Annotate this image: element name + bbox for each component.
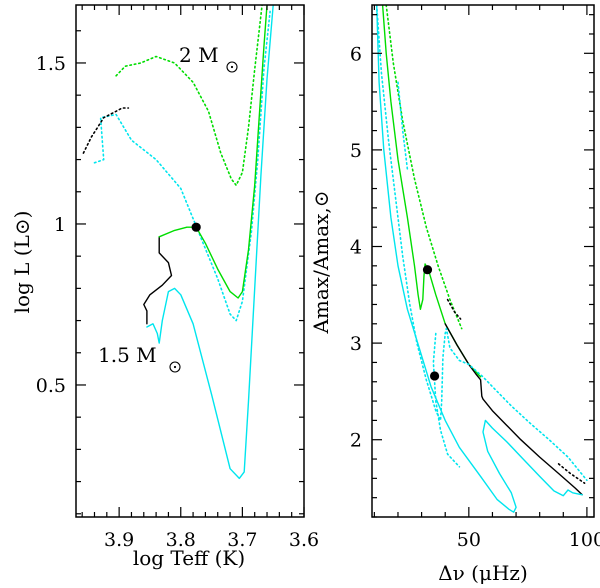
amp-xtick-label: 100 xyxy=(569,529,600,551)
hr-series-line-4 xyxy=(158,5,268,299)
hr-series-group xyxy=(82,5,274,480)
hr-xtick-label: 3.6 xyxy=(289,529,319,551)
amp-xtick-label: 50 xyxy=(457,529,481,551)
annotation-mass-1-5: 1.5 M xyxy=(98,343,157,367)
amp-series-line-4 xyxy=(557,463,586,484)
amp-series-group xyxy=(375,5,588,513)
hr-xtick-label: 3.9 xyxy=(104,529,134,551)
hr-series-line-1 xyxy=(82,107,130,154)
hr-annotations: 2 M 1.5 M xyxy=(98,43,238,373)
hr-star-marker xyxy=(191,222,201,232)
amp-ytick-label: 4 xyxy=(350,237,362,259)
hr-xlabel: log Teff (K) xyxy=(133,546,245,570)
hr-ytick-label: 1 xyxy=(54,214,66,236)
amp-dot-marker-upper xyxy=(422,265,433,275)
amp-plot-frame xyxy=(371,4,595,518)
amp-series-line-0 xyxy=(381,5,482,378)
amp-series-line-5 xyxy=(376,5,583,513)
hr-series-line-2 xyxy=(115,5,263,187)
hr-ylabel: log L (L⊙) xyxy=(10,211,34,314)
hr-xtick-label: 3.8 xyxy=(166,529,196,551)
amp-ticks-group: 50 100 2 3 4 5 6 xyxy=(350,5,600,551)
hr-diagram-panel: 3.9 3.8 3.7 3.6 0.5 1 1.5 log Teff (K) log L (… xyxy=(10,4,319,570)
hr-series-line-5 xyxy=(146,5,274,480)
amp-ytick-label: 6 xyxy=(350,43,362,65)
amp-xlabel: Δν (μHz) xyxy=(438,561,528,585)
amp-series-line-6 xyxy=(375,5,588,482)
amp-series-line-2 xyxy=(444,323,583,496)
amp-series-line-7 xyxy=(397,81,409,170)
hr-series-line-3 xyxy=(143,236,173,325)
amp-ylabel: Amax/Amax,⊙ xyxy=(309,190,333,334)
amp-ytick-label: 3 xyxy=(350,333,362,355)
hr-ytick-label: 0.5 xyxy=(36,375,66,397)
hr-plot-frame xyxy=(75,4,305,518)
amp-series-line-8 xyxy=(432,332,461,468)
annotation-mass-2: 2 M xyxy=(179,43,219,67)
sun-symbol-icon xyxy=(226,61,238,73)
hr-markers-group xyxy=(191,222,201,232)
amp-series-line-3 xyxy=(446,298,462,320)
amplitude-panel: 50 100 2 3 4 5 6 Δν (μHz) Amax/Amax,⊙ xyxy=(309,4,600,585)
amp-ytick-label: 5 xyxy=(350,140,362,162)
amp-dot-marker-lower xyxy=(429,371,440,381)
amp-ytick-label: 2 xyxy=(350,430,362,452)
hr-xtick-label: 3.7 xyxy=(227,529,257,551)
sun-symbol-icon xyxy=(169,361,181,373)
amp-series-line-1 xyxy=(385,5,463,330)
amp-markers-group xyxy=(422,265,440,381)
hr-ticks-group: 3.9 3.8 3.7 3.6 0.5 1 1.5 xyxy=(36,5,319,551)
hr-ytick-label: 1.5 xyxy=(36,53,66,75)
